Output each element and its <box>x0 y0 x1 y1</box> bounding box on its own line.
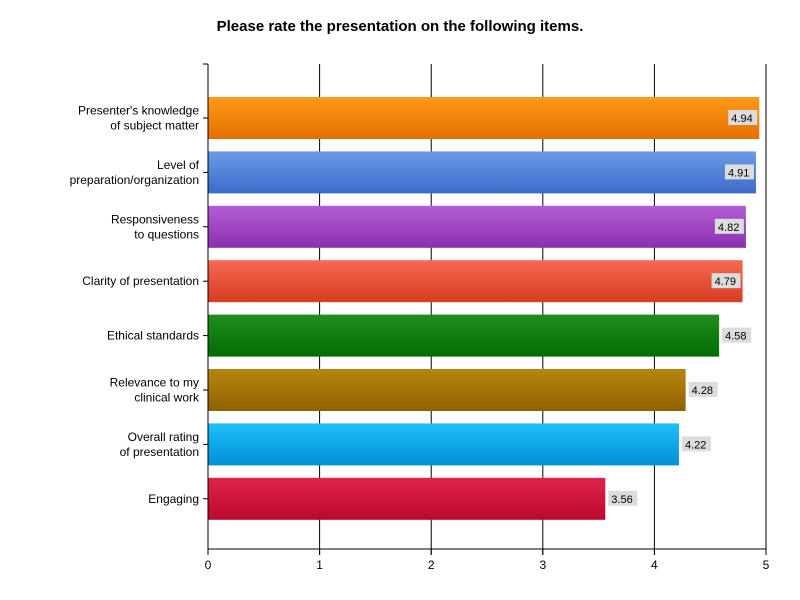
data-label-box <box>724 164 754 180</box>
data-label-box <box>714 218 744 234</box>
data-label-box <box>688 382 718 397</box>
data-label-box <box>728 110 758 125</box>
x-tick-label: 4 <box>651 558 658 572</box>
category-label: Engaging <box>148 492 199 506</box>
chart-title: Please rate the presentation on the foll… <box>216 18 584 35</box>
data-label-box <box>722 327 752 343</box>
category-label: Relevance to my clinical work <box>110 376 200 405</box>
data-label: 4.94 <box>731 113 752 125</box>
bar <box>208 477 606 520</box>
bar <box>208 205 746 248</box>
bar <box>208 151 756 194</box>
bar <box>208 314 720 357</box>
category-label: Ethical standards <box>107 329 199 343</box>
labels: 0 1 2 3 4 5 4.94 Presenter's knowledge of subjec… <box>70 104 770 573</box>
bar <box>208 97 760 139</box>
data-label-box <box>681 436 711 452</box>
data-label: 4.79 <box>715 276 736 288</box>
data-label-box <box>608 490 638 506</box>
bar <box>208 260 743 303</box>
data-label-box <box>711 273 741 289</box>
x-tick-label: 5 <box>763 558 770 572</box>
x-tick-label: 3 <box>539 558 546 572</box>
data-label: 4.28 <box>692 385 713 397</box>
x-tick-label: 1 <box>316 558 323 572</box>
data-label: 3.56 <box>611 494 632 506</box>
x-tick-label: 0 <box>205 558 212 572</box>
bar <box>208 423 679 466</box>
axes <box>203 63 767 555</box>
category-label: Level of preparation/organization <box>70 158 200 187</box>
data-label: 4.58 <box>725 331 746 343</box>
category-label: Presenter's knowledge of subject matter <box>78 104 199 133</box>
data-label: 4.82 <box>718 222 739 234</box>
bar <box>208 369 686 411</box>
data-label: 4.91 <box>728 167 749 179</box>
category-label: Responsiveness to questions <box>111 212 199 241</box>
bars <box>208 97 760 520</box>
data-label: 4.22 <box>685 439 706 451</box>
category-label: Clarity of presentation <box>82 274 199 288</box>
grid-lines <box>319 64 767 555</box>
category-label: Overall rating of presentation <box>120 430 199 459</box>
x-tick-label: 2 <box>428 558 435 572</box>
